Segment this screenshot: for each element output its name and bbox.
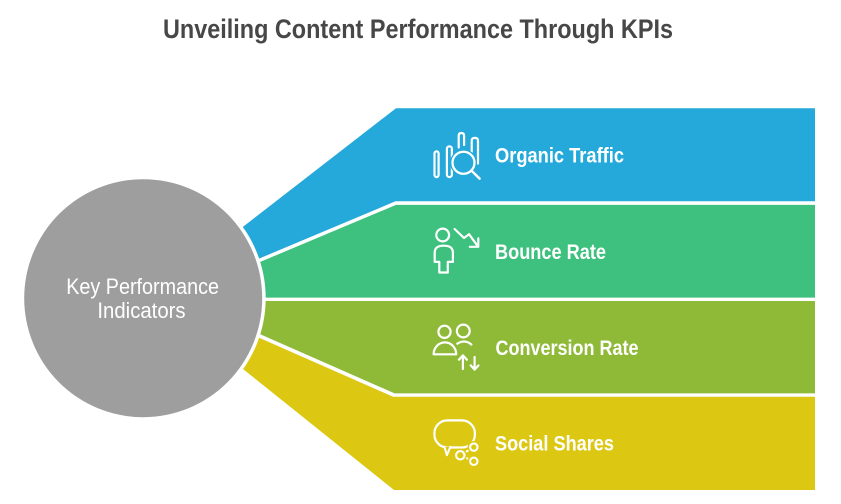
svg-text:Indicators: Indicators [97,298,185,323]
svg-text:Bounce Rate: Bounce Rate [495,240,606,264]
svg-text:Unveiling Content Performance: Unveiling Content Performance Through KP… [163,14,673,44]
svg-text:Key Performance: Key Performance [66,274,219,299]
svg-text:Social Shares: Social Shares [495,432,614,456]
svg-text:Conversion Rate: Conversion Rate [496,336,639,360]
svg-text:Organic Traffic: Organic Traffic [495,144,624,168]
